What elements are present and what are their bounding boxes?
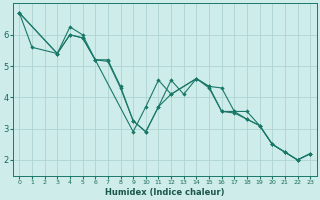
X-axis label: Humidex (Indice chaleur): Humidex (Indice chaleur) <box>105 188 225 197</box>
